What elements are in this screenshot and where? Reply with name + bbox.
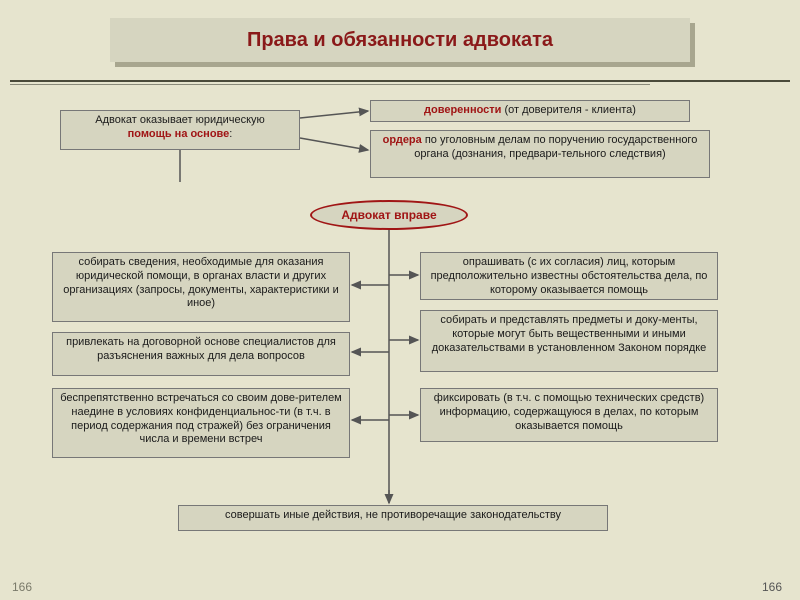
title-banner: Права и обязанности адвоката bbox=[110, 18, 690, 62]
doverennost-red: доверенности bbox=[424, 104, 501, 116]
divider-1 bbox=[10, 80, 790, 82]
basis-line1: Адвокат оказывает юридическую bbox=[95, 114, 265, 126]
order-red: ордера bbox=[383, 134, 422, 146]
right-box-3: фиксировать (в т.ч. с помощью технически… bbox=[420, 388, 718, 442]
oval-vprave: Адвокат вправе bbox=[310, 200, 468, 230]
bottom-text: совершать иные действия, не противоречащ… bbox=[225, 509, 561, 521]
basis-red: помощь на основе bbox=[128, 128, 230, 140]
left-box-3: беспрепятственно встречаться со своим до… bbox=[52, 388, 350, 458]
left-text-3: беспрепятственно встречаться со своим до… bbox=[60, 392, 342, 445]
slide-number: 166 bbox=[12, 580, 32, 594]
page-number: 166 bbox=[762, 580, 782, 594]
box-order: ордера по уголовным делам по поручению г… bbox=[370, 130, 710, 178]
left-box-2: привлекать на договорной основе специали… bbox=[52, 332, 350, 376]
right-box-2: собирать и представлять предметы и доку-… bbox=[420, 310, 718, 372]
doverennost-tail: (от доверителя - клиента) bbox=[501, 104, 636, 116]
basis-tail: : bbox=[229, 128, 232, 140]
left-box-1: собирать сведения, необходимые для оказа… bbox=[52, 252, 350, 322]
right-text-2: собирать и представлять предметы и доку-… bbox=[432, 314, 707, 354]
page-title: Права и обязанности адвоката bbox=[247, 29, 553, 52]
order-tail: по уголовным делам по поручению государс… bbox=[414, 134, 697, 160]
left-text-1: собирать сведения, необходимые для оказа… bbox=[63, 256, 338, 309]
right-text-1: опрашивать (с их согласия) лиц, которым … bbox=[431, 256, 708, 296]
right-box-1: опрашивать (с их согласия) лиц, которым … bbox=[420, 252, 718, 300]
divider-2 bbox=[10, 84, 650, 85]
bottom-box: совершать иные действия, не противоречащ… bbox=[178, 505, 608, 531]
right-text-3: фиксировать (в т.ч. с помощью технически… bbox=[434, 392, 704, 432]
oval-label: Адвокат вправе bbox=[341, 208, 436, 222]
left-text-2: привлекать на договорной основе специали… bbox=[66, 336, 336, 362]
box-basis: Адвокат оказывает юридическую помощь на … bbox=[60, 110, 300, 150]
box-doverennost: доверенности (от доверителя - клиента) bbox=[370, 100, 690, 122]
